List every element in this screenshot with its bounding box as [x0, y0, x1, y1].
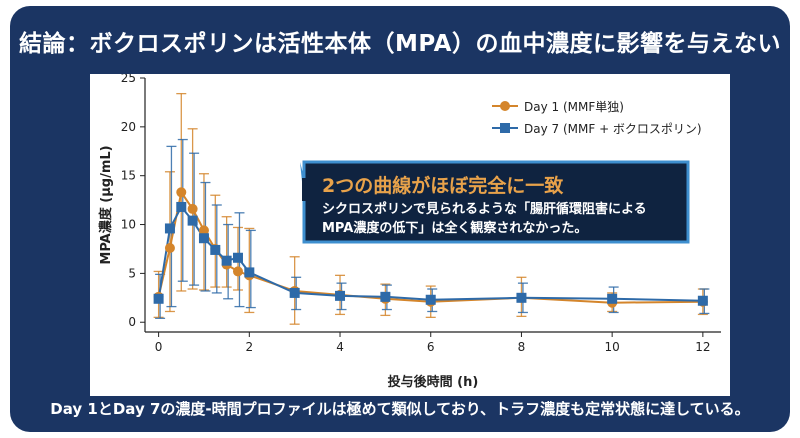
- legend-day1-label: Day 1 (MMF単独): [524, 100, 624, 114]
- legend-day7-label: Day 7 (MMF + ボクロスポリン): [524, 122, 702, 136]
- y-tick-label: 15: [121, 169, 136, 183]
- series-1-point: [198, 225, 209, 236]
- series-1-point: [232, 266, 243, 277]
- y-tick-label: 0: [128, 315, 136, 329]
- mpa-concentration-chart: 0 5 10 15 20 25 0 2 4 6 8 10 12 投与後時間 (h) MPA濃度 (μg/mL…: [98, 71, 721, 390]
- series-2-point: [198, 233, 209, 244]
- series-2-point: [607, 293, 618, 304]
- series-2-point: [153, 293, 164, 304]
- chart-panel: 0 5 10 15 20 25 0 2 4 6 8 10 12 投与後時間 (h) MPA濃度 (μg/mL…: [90, 71, 730, 396]
- series-2-point: [221, 255, 232, 266]
- x-tick-label: 10: [605, 340, 620, 354]
- y-tick-label: 20: [121, 120, 136, 134]
- x-tick-label: 2: [245, 340, 253, 354]
- y-tick-label: 25: [121, 74, 136, 85]
- series-2-point: [697, 295, 708, 306]
- series-1-point: [164, 242, 175, 253]
- series-2-point: [164, 223, 175, 234]
- x-axis-title: 投与後時間 (h): [388, 374, 479, 390]
- callout-box: [302, 160, 690, 244]
- callout: 2つの曲線がほぼ完全に一致 シクロスポリンで見られるような「腸肝循環阻害による …: [300, 160, 690, 244]
- callout-body-line1: シクロスポリンで見られるような「腸肝循環阻害による: [322, 201, 647, 217]
- slide-footer: Day 1とDay 7の濃度-時間プロファイルは極めて類似しており、トラフ濃度も…: [50, 400, 750, 418]
- series-2-point: [176, 201, 187, 212]
- callout-body-line2: MPA濃度の低下」は全く観察されなかった。: [322, 220, 587, 236]
- series-2-point: [187, 215, 198, 226]
- series-2-point: [335, 290, 346, 301]
- x-tick-label: 12: [695, 340, 710, 354]
- series-2-point: [425, 294, 436, 305]
- series-1-point: [176, 187, 187, 198]
- x-tick-label: 8: [518, 340, 526, 354]
- x-tick-label: 6: [427, 340, 435, 354]
- legend-day7-marker: [500, 123, 510, 133]
- series-2-point: [380, 291, 391, 302]
- callout-joint: [302, 178, 309, 201]
- series-2-point: [210, 244, 221, 255]
- x-tick-label: 4: [336, 340, 344, 354]
- y-tick-label: 5: [128, 266, 136, 280]
- x-tick-label: 0: [155, 340, 163, 354]
- series-2-line: [157, 205, 703, 302]
- series-2-point: [232, 252, 243, 263]
- slide-title: 結論：ボクロスポリンは活性本体（MPA）の血中濃度に影響を与えない: [19, 31, 781, 57]
- legend-day1-marker: [500, 101, 510, 111]
- y-axis-title: MPA濃度 (μg/mL): [98, 145, 114, 264]
- series-2-point: [516, 292, 527, 303]
- series-2-point: [244, 267, 255, 278]
- y-tick-label: 10: [121, 218, 136, 232]
- legend: Day 1 (MMF単独) Day 7 (MMF + ボクロスポリン): [492, 100, 702, 136]
- callout-heading: 2つの曲線がほぼ完全に一致: [322, 174, 564, 197]
- slide: 結論：ボクロスポリンは活性本体（MPA）の血中濃度に影響を与えない 0 5 10 15…: [10, 6, 790, 432]
- series-1-point: [187, 203, 198, 214]
- series-2-point: [289, 287, 300, 298]
